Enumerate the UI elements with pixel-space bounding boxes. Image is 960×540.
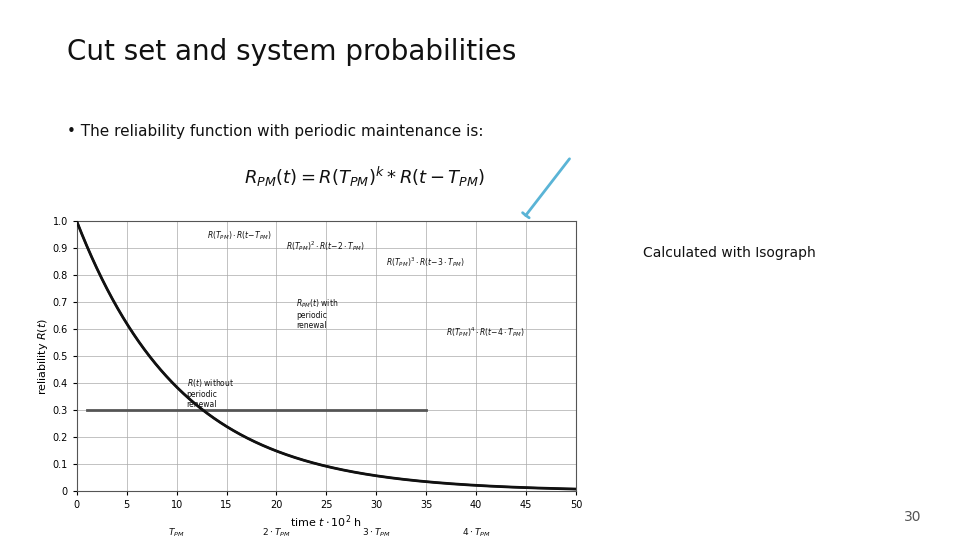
Text: $R_{PM}(t)$ with
periodic
renewal: $R_{PM}(t)$ with periodic renewal bbox=[297, 297, 339, 330]
Text: $T_{PM}$: $T_{PM}$ bbox=[168, 526, 185, 539]
Text: • The reliability function with periodic maintenance is:: • The reliability function with periodic… bbox=[67, 124, 484, 139]
Y-axis label: reliability $R(t)$: reliability $R(t)$ bbox=[36, 318, 50, 395]
Text: $R_{PM}(t) = R(T_{PM})^k * R(t - T_{PM})$: $R_{PM}(t) = R(T_{PM})^k * R(t - T_{PM})… bbox=[244, 165, 486, 189]
Text: $R(T_{PM})\cdot R(t\!-\!T_{PM})$: $R(T_{PM})\cdot R(t\!-\!T_{PM})$ bbox=[206, 230, 271, 242]
Text: Cut set and system probabilities: Cut set and system probabilities bbox=[67, 38, 516, 66]
X-axis label: time $t \cdot 10^2$ h: time $t \cdot 10^2$ h bbox=[290, 513, 363, 530]
Text: $R(T_{PM})^3\cdot R(t\!-\!3\cdot T_{PM})$: $R(T_{PM})^3\cdot R(t\!-\!3\cdot T_{PM})… bbox=[386, 255, 465, 269]
Text: $R(t)$ without
periodic
renewal: $R(t)$ without periodic renewal bbox=[186, 377, 234, 409]
Text: $2\cdot T_{PM}$: $2\cdot T_{PM}$ bbox=[262, 526, 291, 539]
Text: 30: 30 bbox=[904, 510, 922, 524]
Text: $3\cdot T_{PM}$: $3\cdot T_{PM}$ bbox=[362, 526, 391, 539]
Text: $4\cdot T_{PM}$: $4\cdot T_{PM}$ bbox=[462, 526, 491, 539]
Text: $R(T_{PM})^2\cdot R(t\!-\!2\cdot T_{PM})$: $R(T_{PM})^2\cdot R(t\!-\!2\cdot T_{PM})… bbox=[286, 239, 365, 253]
Text: Calculated with Isograph: Calculated with Isograph bbox=[643, 246, 816, 260]
Text: $R(T_{PM})^4\cdot R(t\!-\!4\cdot T_{PM})$: $R(T_{PM})^4\cdot R(t\!-\!4\cdot T_{PM})… bbox=[446, 325, 525, 339]
